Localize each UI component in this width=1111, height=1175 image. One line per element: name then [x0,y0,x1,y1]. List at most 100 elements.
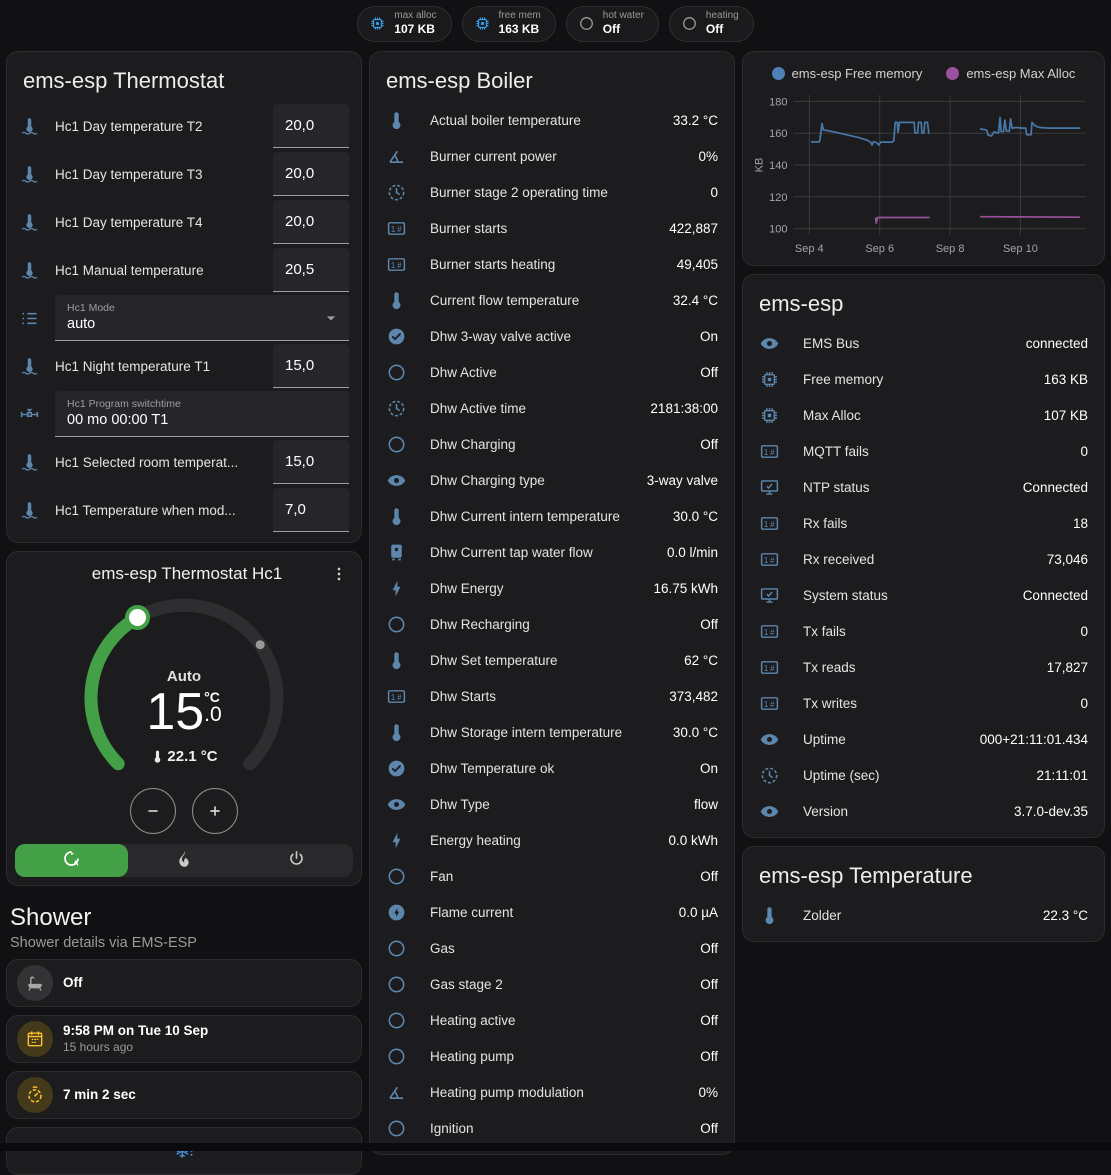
middle-column: ems-esp Boiler Actual boiler temperature… [369,51,735,1155]
entity-row[interactable]: System status Connected [743,577,1104,613]
tile-primary-text: 7 min 2 sec [63,1087,136,1103]
number-input[interactable]: 20,0 [273,104,349,148]
entity-label: Dhw Temperature ok [430,760,555,776]
thermostat-dial-card: ems-esp Thermostat Hc1 Auto 15 °C .0 [6,551,362,886]
entity-row[interactable]: Version 3.7.0-dev.35 [743,793,1104,829]
entity-row[interactable]: Zolder 22.3 °C [743,897,1104,933]
number-input[interactable]: 20,5 [273,248,349,292]
entity-row[interactable]: Dhw Charging type 3-way valve [370,462,734,498]
entity-row[interactable]: Dhw Recharging Off [370,606,734,642]
hvac-mode-button[interactable] [240,844,353,877]
entity-row[interactable]: Dhw Current tap water flow 0.0 l/min [370,534,734,570]
minus-icon[interactable] [130,788,176,834]
entity-row[interactable]: 1 # MQTT fails 0 [743,433,1104,469]
circle-outline-icon [386,362,426,383]
entity-row[interactable]: 1 # Burner starts heating 49,405 [370,246,734,282]
entity-row[interactable]: 1 # Tx writes 0 [743,685,1104,721]
status-chip[interactable]: max alloc 107 KB [357,5,452,42]
monitor-check-icon [759,585,799,606]
entity-row[interactable]: 1 # Tx reads 17,827 [743,649,1104,685]
entity-row[interactable]: Gas stage 2 Off [370,966,734,1002]
tile-card[interactable]: Off [6,959,362,1007]
number-input[interactable]: 20,0 [273,152,349,196]
memory-line-chart[interactable]: Sep 4 Sep 6 Sep 8 Sep 10 100 120 140 160 180 KB [751,85,1096,261]
plus-icon[interactable] [192,788,238,834]
entity-row[interactable]: Uptime 000+21:11:01.434 [743,721,1104,757]
entity-value: 73,046 [1046,551,1088,567]
entity-label: Hc1 Day temperature T4 [55,214,203,230]
hvac-mode-button[interactable] [128,844,241,877]
entity-row[interactable]: Heating pump modulation 0% [370,1074,734,1110]
entity-value: 62 °C [684,652,718,668]
temperature-card: ems-esp Temperature Zolder 22.3 °C [742,846,1105,942]
svg-text:#: # [770,447,775,456]
entity-row[interactable]: Free memory 163 KB [743,361,1104,397]
entity-row[interactable]: Dhw Charging Off [370,426,734,462]
entity-row[interactable]: 1 # Tx fails 0 [743,613,1104,649]
fire-icon [175,849,194,873]
entity-row[interactable]: Heating active Off [370,1002,734,1038]
number-input[interactable]: 15,0 [273,344,349,388]
text-input[interactable]: Hc1 Program switchtime 00 mo 00:00 T1 [55,391,349,437]
entity-row[interactable]: Dhw Active Off [370,354,734,390]
status-chip[interactable]: free mem 163 KB [461,5,556,42]
entity-value: On [699,760,718,776]
number-input[interactable]: 15,0 [273,440,349,484]
eye-icon [759,801,799,822]
tile-card[interactable]: 9:58 PM on Tue 10 Sep 15 hours ago [6,1015,362,1063]
thermometer-water-icon [19,116,51,137]
entity-row[interactable]: Dhw Storage intern temperature 30.0 °C [370,714,734,750]
hvac-mode-button[interactable]: A [15,844,128,877]
entity-row[interactable]: Dhw Current intern temperature 30.0 °C [370,498,734,534]
tile-card[interactable]: 7 min 2 sec [6,1071,362,1119]
entity-row[interactable]: Burner current power 0% [370,138,734,174]
chip-label: free mem [498,10,541,22]
thermometer-water-icon [19,164,51,185]
thermostat-dial[interactable]: Auto 15 °C .0 22.1 °C [7,586,361,834]
entity-row[interactable]: Dhw Type flow [370,786,734,822]
entity-row[interactable]: Flame current 0.0 µA [370,894,734,930]
entity-row[interactable]: Heating pump Off [370,1038,734,1074]
select-label: Hc1 Mode [67,301,115,314]
entity-row[interactable]: Dhw Temperature ok On [370,750,734,786]
mode-select[interactable]: Hc1 Mode auto [55,295,349,341]
entity-row[interactable]: Energy heating 0.0 kWh [370,822,734,858]
entity-row[interactable]: 1 # Dhw Starts 373,482 [370,678,734,714]
entity-row[interactable]: NTP status Connected [743,469,1104,505]
legend-item[interactable]: ems-esp Free memory [771,66,922,81]
entity-row[interactable]: Fan Off [370,858,734,894]
entity-row[interactable]: 1 # Rx fails 18 [743,505,1104,541]
entity-row[interactable]: Actual boiler temperature 33.2 °C [370,102,734,138]
entity-label: Burner starts heating [430,256,556,272]
entity-row[interactable]: Dhw Energy 16.75 kWh [370,570,734,606]
entity-row[interactable]: Ignition Off [370,1110,734,1146]
entity-row[interactable]: Max Alloc 107 KB [743,397,1104,433]
entity-row[interactable]: Gas Off [370,930,734,966]
entity-row[interactable]: Dhw Set temperature 62 °C [370,642,734,678]
status-chip[interactable]: hot water Off [565,5,659,42]
dial-arc[interactable] [69,586,299,798]
legend-item[interactable]: ems-esp Max Alloc [946,66,1075,81]
dots-vertical-icon[interactable] [329,564,351,584]
entity-label: MQTT fails [803,443,869,459]
entity-value: 32.4 °C [672,292,718,308]
number-input[interactable]: 7,0 [273,488,349,532]
entity-row[interactable]: EMS Bus connected [743,325,1104,361]
thermometer-icon [386,290,426,311]
entity-row[interactable]: 1 # Burner starts 422,887 [370,210,734,246]
svg-text:#: # [770,555,775,564]
status-chip[interactable]: heating Off [668,5,754,42]
circle-outline-icon [386,1118,426,1139]
entity-label: Free memory [803,371,884,387]
entity-row[interactable]: Burner stage 2 operating time 0 [370,174,734,210]
entity-label: Heating pump [430,1048,515,1064]
entity-row[interactable]: Dhw 3-way valve active On [370,318,734,354]
entity-row[interactable]: Uptime (sec) 21:11:01 [743,757,1104,793]
entity-row[interactable]: Current flow temperature 32.4 °C [370,282,734,318]
entity-row[interactable]: Dhw Active time 2181:38:00 [370,390,734,426]
number-input[interactable]: 20,0 [273,200,349,244]
entity-row[interactable]: 1 # Rx received 73,046 [743,541,1104,577]
entity-label: EMS Bus [803,335,860,351]
tile-card[interactable] [6,1127,362,1175]
